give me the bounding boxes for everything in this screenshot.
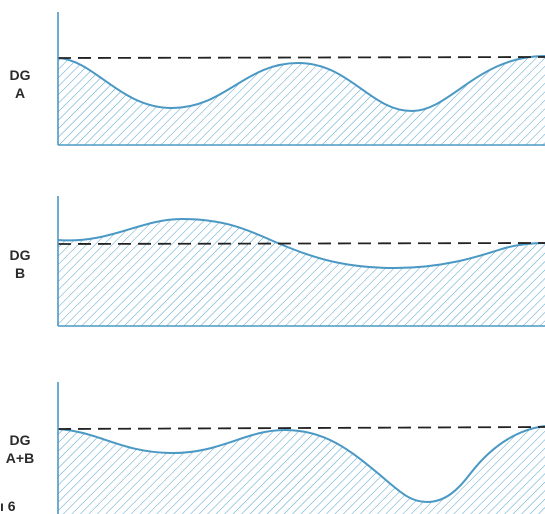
panel-ab-curve <box>57 425 545 504</box>
panel-a <box>57 12 545 146</box>
panel-b-dashed-line <box>57 242 545 245</box>
panel-b-label-line1: DG <box>9 247 31 263</box>
panel-a-fill <box>58 56 545 145</box>
panel-b <box>57 196 545 327</box>
panel-ab-label: DG A+B <box>0 431 40 467</box>
panel-a-label: DG A <box>0 66 40 102</box>
panel-a-label-line2: A <box>14 85 26 101</box>
panel-ab-dashed-line <box>57 426 545 430</box>
panel-a-curve <box>57 55 545 113</box>
panel-b-curve <box>57 217 545 270</box>
panel-b-label-line2: B <box>14 265 26 281</box>
panel-ab-fill <box>58 426 545 514</box>
panel-ab-label-line1: DG <box>9 432 31 448</box>
panel-b-fill <box>58 219 545 326</box>
panel-a-dashed-line <box>57 56 545 59</box>
panel-b-label: DG B <box>0 246 40 282</box>
panel-a-label-line1: DG <box>9 67 31 83</box>
panel-ab <box>57 382 545 514</box>
figure-number-fragment: ı 6 <box>0 498 16 514</box>
panel-ab-label-line2: A+B <box>5 450 35 466</box>
